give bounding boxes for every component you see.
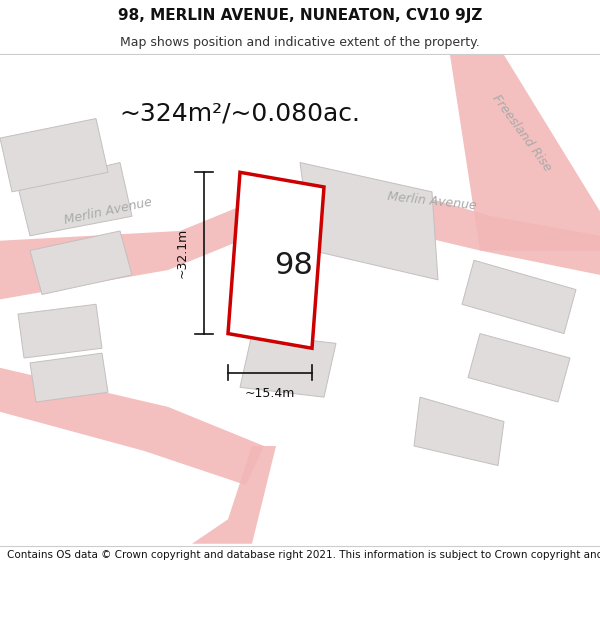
Polygon shape [240,334,336,397]
Polygon shape [450,55,600,251]
Polygon shape [336,177,600,275]
Polygon shape [462,260,576,334]
Polygon shape [0,368,264,485]
Text: ~324m²/~0.080ac.: ~324m²/~0.080ac. [119,102,361,126]
Polygon shape [30,353,108,402]
Text: 98: 98 [275,251,313,279]
Polygon shape [18,304,102,358]
Text: ~32.1m: ~32.1m [176,228,189,278]
Text: Merlin Avenue: Merlin Avenue [387,191,477,213]
Text: ~15.4m: ~15.4m [245,388,295,401]
Polygon shape [414,397,504,466]
Polygon shape [0,177,336,299]
Polygon shape [468,334,570,402]
Text: Contains OS data © Crown copyright and database right 2021. This information is : Contains OS data © Crown copyright and d… [7,550,600,560]
Text: 98, MERLIN AVENUE, NUNEATON, CV10 9JZ: 98, MERLIN AVENUE, NUNEATON, CV10 9JZ [118,8,482,23]
Polygon shape [0,119,108,192]
Text: Freesland Rise: Freesland Rise [490,92,554,174]
Text: Merlin Avenue: Merlin Avenue [63,196,153,227]
Polygon shape [300,162,438,280]
Polygon shape [30,231,132,294]
Polygon shape [18,162,132,236]
Text: Map shows position and indicative extent of the property.: Map shows position and indicative extent… [120,36,480,49]
Polygon shape [192,446,276,544]
Polygon shape [228,173,324,348]
